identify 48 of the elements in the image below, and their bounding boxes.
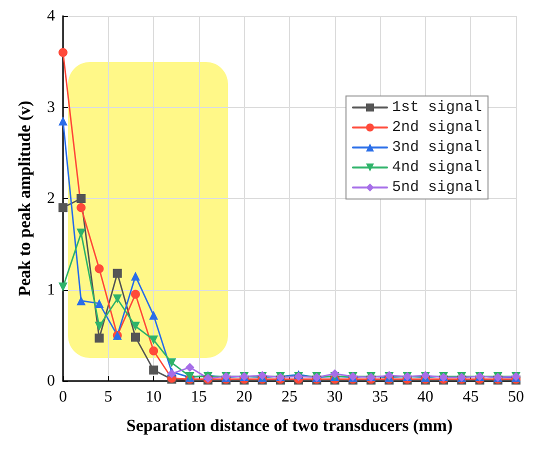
point [130,322,140,331]
point [149,335,158,344]
point [76,228,86,238]
legend-label: 2nd signal [392,119,482,136]
point [94,334,104,343]
point [167,358,176,368]
x-tick-label: 35 [372,388,388,406]
x-tick-label: 5 [104,388,112,406]
point [58,116,68,126]
x-tick-label: 50 [508,388,524,406]
point [185,362,194,372]
point [58,282,68,292]
point [149,366,158,375]
point [76,296,86,306]
x-tick-label: 25 [282,388,298,406]
x-tick-label: 0 [59,388,67,406]
point [130,332,140,342]
x-tick-label: 30 [326,388,343,406]
point [130,290,140,299]
point [112,294,122,304]
point [112,268,122,278]
y-tick-label: 1 [47,281,55,298]
point [149,346,158,356]
x-tick-label: 40 [417,388,434,406]
x-axis-title: Separation distance of two transducers (mm) [126,416,453,435]
point [58,48,68,57]
x-tick-label: 45 [462,388,479,406]
point [130,272,140,281]
y-tick-label: 0 [47,372,55,390]
point [94,264,104,274]
x-tick-label: 20 [236,388,252,406]
y-tick-label: 3 [47,98,55,116]
point [76,203,86,212]
point [94,322,104,331]
y-tick-label: 4 [47,8,55,24]
y-tick-label: 2 [47,190,55,207]
legend-label: 3nd signal [392,139,482,156]
point [94,298,104,308]
legend-label: 4nd signal [392,159,482,176]
legend-label: 1st signal [392,99,482,116]
y-axis-title: Peak to peak amplitude (v) [15,100,34,296]
legend-label: 5nd signal [392,179,482,196]
point [330,369,340,378]
point [58,203,68,212]
point [76,194,86,203]
point [149,310,158,320]
x-tick-label: 15 [190,388,207,406]
x-tick-label: 10 [146,388,162,406]
